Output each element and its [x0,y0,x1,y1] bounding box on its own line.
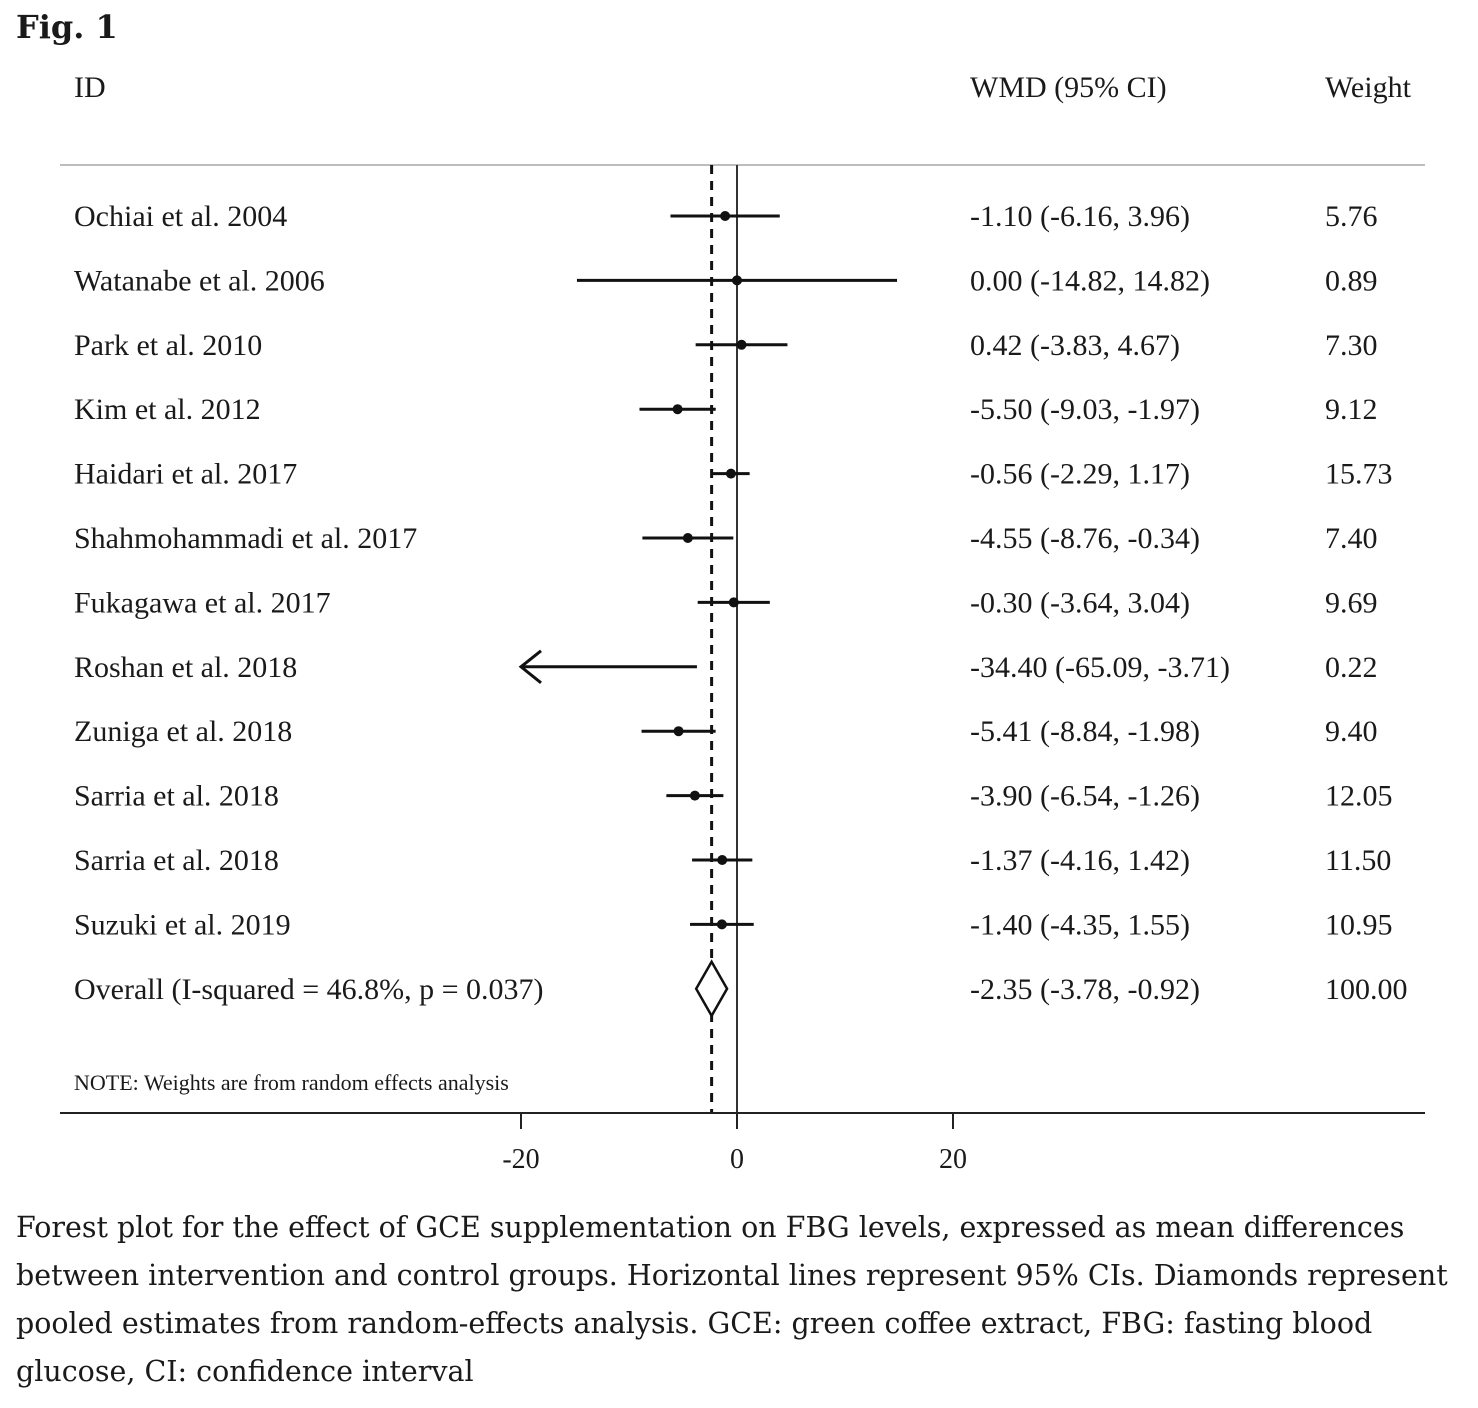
column-header-id: ID [74,71,106,104]
study-effect-label: -0.30 (-3.64, 3.04) [970,586,1190,619]
study-id-label: Sarria et al. 2018 [74,844,279,877]
study-id-label: Ochiai et al. 2004 [74,200,287,233]
study-weight-label: 0.22 [1325,651,1378,684]
study-id-label: Zuniga et al. 2018 [74,715,292,748]
study-weight-label: 9.12 [1325,393,1378,426]
study-point-estimate [672,404,683,415]
x-tick-label: 20 [939,1144,967,1175]
study-point-estimate [717,855,728,865]
study-effect-label: -5.41 (-8.84, -1.98) [970,715,1200,748]
study-weight-label: 15.73 [1325,458,1393,491]
study-point-estimate [673,726,684,737]
study-point-estimate [720,211,731,221]
weights-note: NOTE: Weights are from random effects an… [74,1070,509,1095]
study-weight-label: 9.69 [1325,586,1378,619]
study-effect-label: 0.00 (-14.82, 14.82) [970,264,1210,297]
study-effect-label: -3.90 (-6.54, -1.26) [970,780,1200,813]
study-effect-label: -4.55 (-8.76, -0.34) [970,522,1200,555]
study-weight-label: 0.89 [1325,264,1378,297]
study-id-label: Watanabe et al. 2006 [74,264,325,297]
overall-effect-label: -2.35 (-3.78, -0.92) [970,973,1200,1006]
study-effect-label: 0.42 (-3.83, 4.67) [970,329,1180,362]
study-weight-label: 7.30 [1325,329,1378,362]
study-weight-label: 5.76 [1325,200,1378,233]
x-tick-label: -20 [502,1144,539,1175]
study-point-estimate [682,533,693,543]
study-id-label: Sarria et al. 2018 [74,780,279,813]
study-effect-label: -1.37 (-4.16, 1.42) [970,844,1190,877]
study-id-label: Shahmohammadi et al. 2017 [74,522,417,555]
study-point-estimate [689,790,700,801]
ci-truncation-arrow [518,649,542,684]
study-id-label: Roshan et al. 2018 [74,651,297,684]
study-id-label: Fukagawa et al. 2017 [74,586,331,619]
column-header-weight: Weight [1325,71,1412,104]
overall-id-label: Overall (I-squared = 46.8%, p = 0.037) [74,973,544,1006]
study-weight-label: 11.50 [1325,844,1391,877]
column-header-effect: WMD (95% CI) [970,71,1167,104]
study-id-label: Suzuki et al. 2019 [74,908,291,941]
study-weight-label: 12.05 [1325,780,1393,813]
study-id-label: Haidari et al. 2017 [74,458,297,491]
study-point-estimate [728,597,739,608]
study-weight-label: 10.95 [1325,908,1393,941]
study-effect-label: -34.40 (-65.09, -3.71) [970,651,1230,684]
study-effect-label: -1.40 (-4.35, 1.55) [970,908,1190,941]
study-id-label: Park et al. 2010 [74,329,262,362]
study-weight-label: 7.40 [1325,522,1378,555]
forest-plot: ID WMD (95% CI) Weight Ochiai et al. 200… [60,71,1425,1175]
study-point-estimate [732,275,742,286]
study-effect-label: -1.10 (-6.16, 3.96) [970,200,1190,233]
figure-caption: Forest plot for the effect of GCE supple… [16,1211,1448,1388]
overall-diamond [694,959,729,1019]
study-effect-label: -0.56 (-2.29, 1.17) [970,458,1190,491]
figure-label: Fig. 1 [16,8,118,46]
study-point-estimate [725,468,736,479]
study-effect-label: -5.50 (-9.03, -1.97) [970,393,1200,426]
study-id-label: Kim et al. 2012 [74,393,261,426]
study-point-estimate [736,339,747,350]
study-weight-label: 9.40 [1325,715,1378,748]
study-point-estimate [716,919,727,930]
x-tick-label: 0 [730,1144,744,1175]
overall-weight-label: 100.00 [1325,973,1408,1006]
